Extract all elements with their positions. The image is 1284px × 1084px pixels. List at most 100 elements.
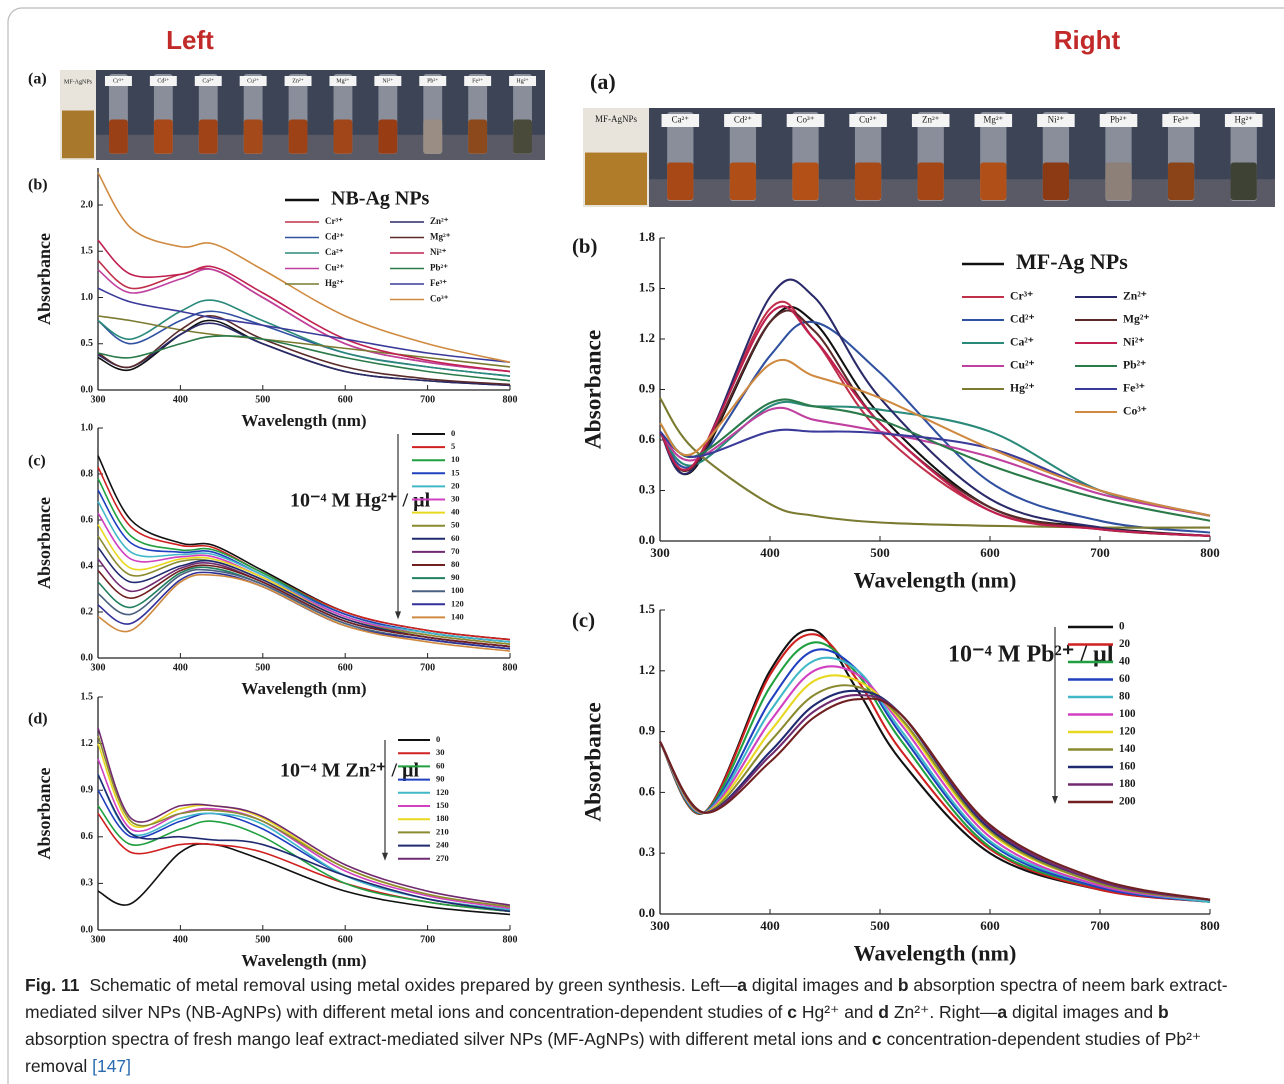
legend-label: 30 (451, 493, 460, 503)
vial-tag (149, 76, 177, 86)
legend-label: 240 (436, 840, 449, 850)
y-tick-label: 0.5 (81, 338, 94, 349)
vial-liquid (513, 119, 532, 154)
legend-label: 90 (451, 572, 460, 582)
y-tick-label: 0.0 (639, 532, 655, 547)
vial-label: Cu²⁺ (859, 115, 877, 125)
legend-label: Cr³⁺ (325, 216, 343, 226)
spectrum-line (97, 319, 511, 387)
reference-link[interactable]: [147] (92, 1056, 132, 1076)
vial-tag (786, 114, 825, 127)
panel-letter: (c) (572, 609, 595, 632)
caption-text: a (737, 975, 748, 995)
spectrum-line (97, 735, 511, 908)
figure-border (7, 7, 1284, 1084)
vial-tag (911, 114, 950, 127)
legend-label: Co³⁺ (430, 294, 449, 304)
vial-liquid (792, 162, 819, 201)
legend-label: Hg²⁺ (325, 278, 344, 288)
vial-label: Cd²⁺ (157, 77, 169, 84)
vial-liquid (854, 162, 882, 201)
x-tick-label: 300 (91, 394, 106, 405)
x-axis-label: Wavelength (nm) (241, 951, 366, 970)
vial-liquid (1230, 162, 1257, 201)
x-tick-label: 500 (255, 934, 270, 945)
x-tick-label: 800 (503, 394, 518, 405)
vial-liquid (153, 119, 173, 154)
x-tick-label: 600 (980, 918, 1000, 933)
vial-label: Fe³⁺ (1173, 115, 1190, 125)
legend-arrowhead (382, 852, 388, 861)
legend-label: Ca²⁺ (1010, 336, 1034, 349)
spectrum-line (97, 172, 511, 364)
x-tick-label: 800 (503, 934, 518, 945)
spectrum-line (659, 398, 1211, 522)
legend-label: 80 (1119, 691, 1131, 703)
vial-label: Pb²⁺ (1110, 115, 1127, 125)
y-tick-label: 1.5 (81, 246, 94, 257)
caption-text: Schematic of metal removal using metal o… (89, 975, 738, 995)
caption-text: d (878, 1002, 889, 1022)
vial-liquid (729, 162, 757, 201)
annotation: 10⁻⁴ M Hg²⁺ / µl (290, 490, 431, 512)
legend-label: Fe³⁺ (1123, 382, 1145, 395)
vial-label: Cu²⁺ (247, 77, 259, 84)
y-tick-label: 1.8 (639, 229, 656, 244)
y-tick-label: 2.0 (81, 199, 94, 210)
x-tick-label: 400 (173, 394, 188, 405)
x-tick-label: 700 (1090, 918, 1110, 933)
x-tick-label: 400 (173, 934, 188, 945)
legend-label: 40 (1119, 656, 1131, 668)
spectrum-line (97, 568, 511, 650)
x-tick-label: 600 (338, 662, 353, 673)
legend-label: 50 (451, 520, 460, 530)
legend-label: 140 (451, 611, 464, 621)
legend-label: 140 (1119, 743, 1136, 755)
spectrum-line (97, 287, 511, 364)
legend-arrowhead (395, 611, 401, 620)
legend-label: Mg²⁺ (1123, 313, 1150, 326)
legend-label: 90 (436, 774, 445, 784)
caption: Fig. 11 Schematic of metal removal using … (25, 972, 1240, 1080)
spectrum-line (97, 299, 511, 377)
legend-label: Ni²⁺ (430, 247, 447, 257)
spectrum-line (659, 358, 1211, 517)
spectrum-line (97, 774, 511, 913)
vial-liquid (378, 119, 398, 154)
spectrum-line (97, 843, 511, 916)
vial-tag (974, 114, 1013, 127)
y-tick-label: 0.9 (639, 380, 656, 395)
caption-text: c (871, 1029, 882, 1049)
y-tick-label: 0.3 (81, 878, 94, 889)
x-tick-label: 500 (870, 545, 890, 560)
legend-label: 60 (436, 760, 445, 770)
caption-text: c (787, 1002, 798, 1022)
vial-liquid (109, 119, 128, 154)
vial-liquid (333, 119, 353, 154)
vial-tag (1224, 114, 1263, 127)
y-tick-label: 0.2 (81, 606, 94, 617)
caption-text: absorption spectra of fresh mango leaf e… (25, 1029, 872, 1049)
x-tick-label: 700 (420, 662, 435, 673)
legend-label: Cd²⁺ (1010, 313, 1035, 326)
spectrum-line (659, 406, 1211, 517)
panel-letter: (b) (28, 177, 48, 194)
vial-liquid (423, 119, 443, 154)
y-tick-label: 1.5 (81, 691, 94, 702)
sample-liquid (585, 152, 647, 206)
right-heading: Right (1054, 25, 1121, 55)
panel-letter: (a) (590, 69, 616, 94)
legend-label: 0 (451, 428, 455, 438)
vial-liquid (243, 119, 263, 154)
vial-tag (509, 76, 537, 86)
x-tick-label: 700 (420, 934, 435, 945)
y-axis-label: Absorbance (34, 233, 54, 325)
legend-label: Hg²⁺ (1010, 382, 1035, 395)
panel-letter: (d) (28, 711, 48, 728)
x-axis-label: Wavelength (nm) (854, 568, 1017, 593)
legend-label: 5 (451, 441, 455, 451)
x-tick-label: 400 (173, 662, 188, 673)
spectrum-line (97, 315, 511, 386)
x-tick-label: 700 (1090, 545, 1110, 560)
